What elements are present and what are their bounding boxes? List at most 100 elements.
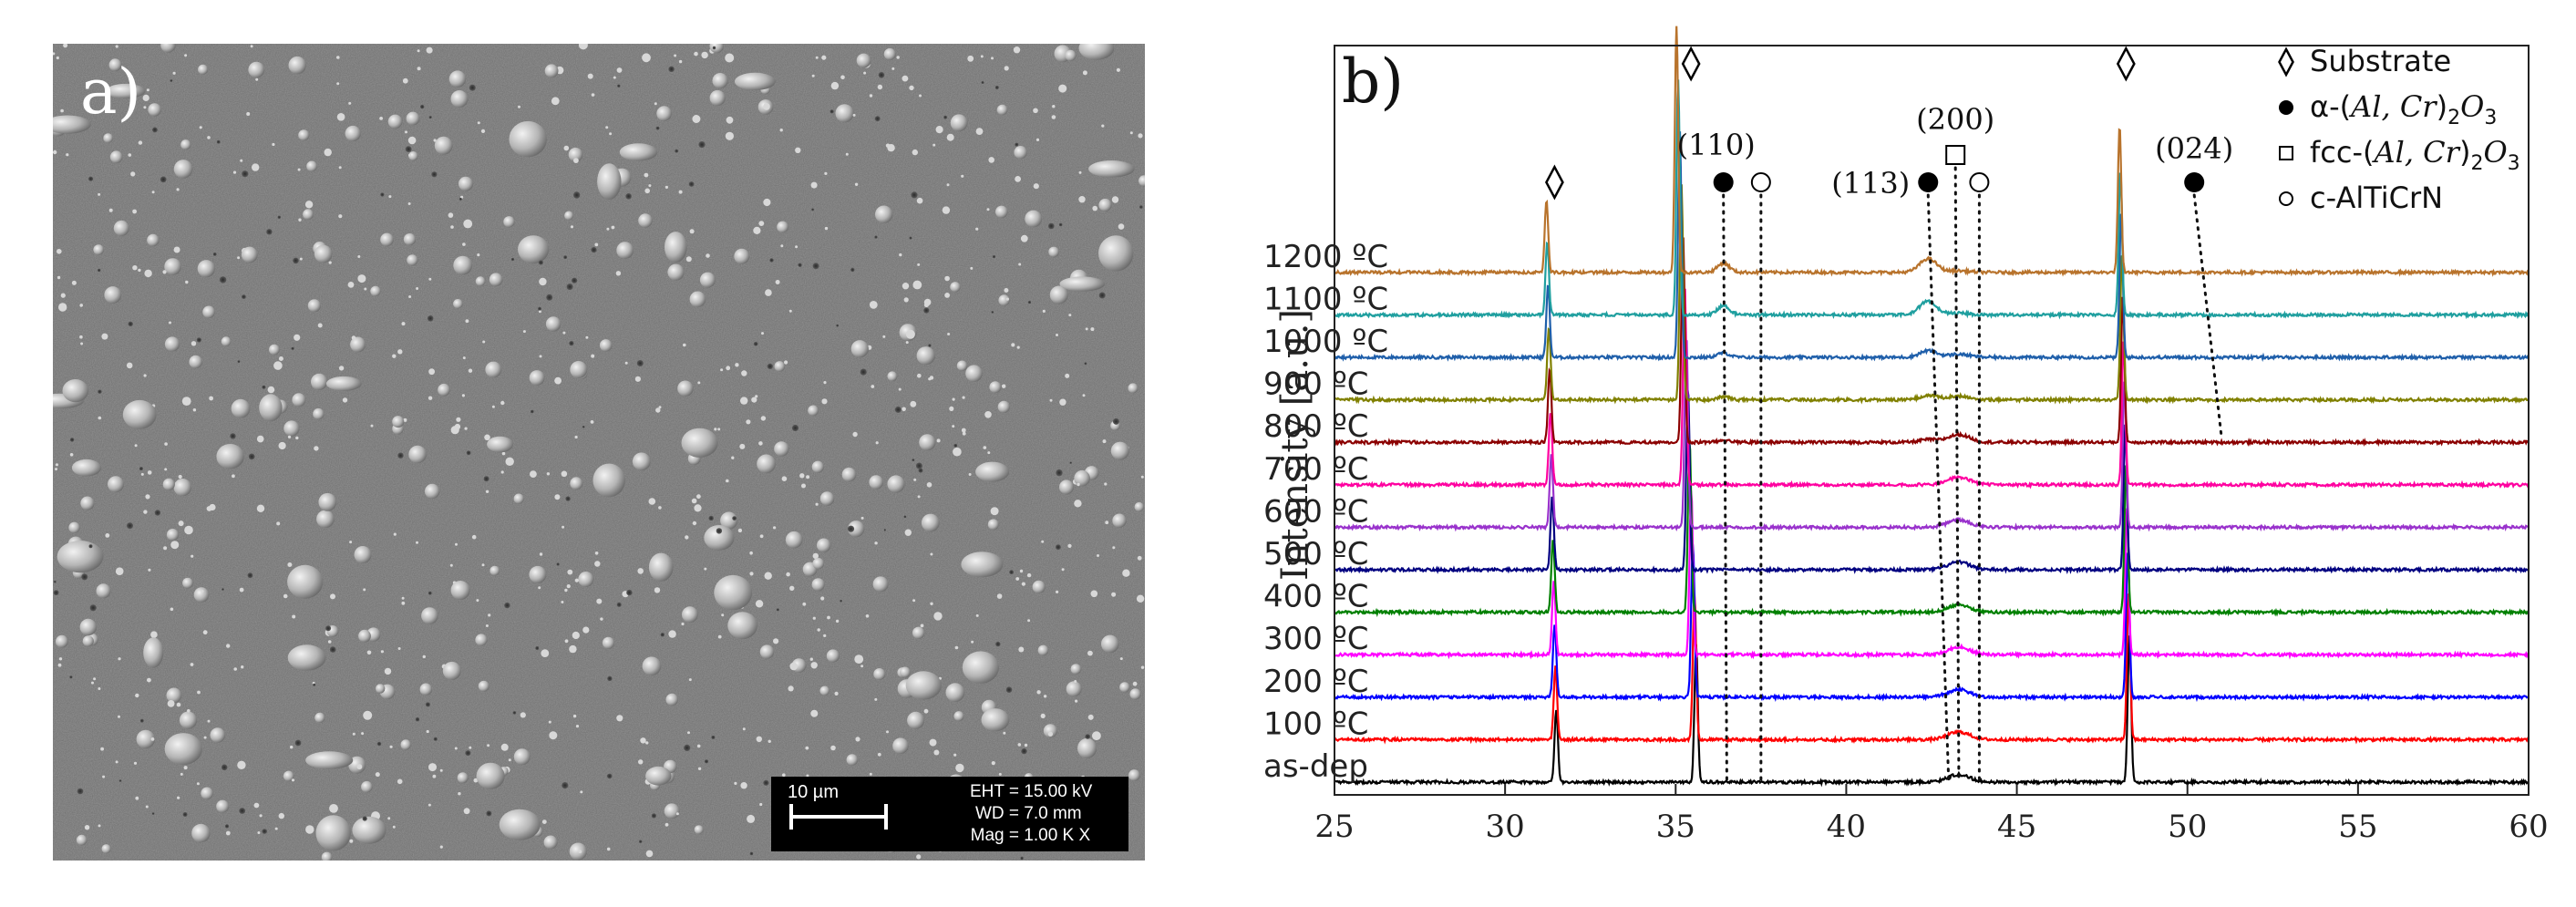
- sem-droplet: [1088, 160, 1135, 178]
- sem-pit: [1098, 292, 1106, 299]
- sem-particle: [1101, 634, 1119, 654]
- sem-particle: [201, 787, 213, 800]
- sem-particle: [1016, 345, 1020, 349]
- diamond-marker: [2278, 46, 2294, 77]
- sem-pit: [428, 116, 432, 119]
- sem-particle: [989, 381, 1002, 394]
- scale-bar: [789, 804, 888, 830]
- sem-pit: [928, 344, 932, 347]
- panel-b-label: b): [1342, 46, 1404, 117]
- sem-particle: [329, 804, 338, 813]
- sem-pit: [566, 283, 573, 291]
- sem-particle: [1140, 665, 1145, 669]
- sem-pit: [668, 66, 675, 72]
- sem-particle: [485, 361, 502, 378]
- sem-particle: [811, 460, 824, 473]
- sem-particle: [910, 400, 917, 407]
- sem-pit: [626, 589, 633, 596]
- sem-particle: [419, 683, 432, 696]
- sem-particle: [962, 431, 966, 436]
- sem-droplet: [305, 751, 354, 769]
- sem-particle: [98, 192, 101, 196]
- sem-particle: [739, 443, 746, 449]
- reflection-label: (113): [1831, 166, 1910, 201]
- sem-particle: [190, 663, 194, 666]
- sem-particle: [1033, 183, 1039, 190]
- sem-particle: [896, 56, 900, 59]
- sem-particle: [1101, 124, 1105, 128]
- sem-particle: [425, 483, 440, 500]
- sem-particle: [463, 808, 470, 815]
- sem-particle: [408, 151, 418, 161]
- sem-particle: [55, 468, 57, 471]
- sem-particle: [1059, 479, 1074, 495]
- sem-particle: [278, 441, 286, 450]
- sem-droplet: [164, 733, 202, 766]
- sem-particle: [363, 588, 366, 592]
- sem-particle: [520, 712, 526, 718]
- sem-particle: [407, 254, 418, 266]
- sem-particle: [725, 131, 735, 140]
- sem-particle: [773, 638, 779, 644]
- sem-particle: [232, 474, 235, 479]
- legend: Substrate α-(Al, Cr)2O3 fcc-(Al, Cr)2O3 c-A…: [2278, 44, 2520, 215]
- sem-particle: [397, 647, 401, 650]
- sem-particle: [232, 170, 237, 174]
- sem-pit: [230, 433, 236, 439]
- sem-particle: [815, 56, 819, 59]
- sem-particle: [1138, 133, 1143, 139]
- sem-particle: [101, 333, 108, 340]
- sem-particle: [269, 344, 280, 356]
- sem-particle: [298, 218, 302, 222]
- sem-droplet: [665, 232, 687, 263]
- sem-particle: [178, 474, 182, 479]
- sem-particle: [953, 447, 962, 457]
- sem-pit: [994, 86, 999, 89]
- sem-particle: [513, 748, 531, 766]
- sem-particle: [539, 355, 542, 358]
- sem-particle: [370, 424, 374, 428]
- sem-particle: [821, 398, 828, 405]
- sem-particle: [1051, 115, 1056, 119]
- sem-pit: [850, 267, 855, 273]
- sem-particle: [274, 827, 278, 830]
- sem-pit: [625, 193, 632, 200]
- sem-particle: [1020, 234, 1028, 242]
- sem-particle: [356, 764, 363, 770]
- sem-particle: [564, 211, 574, 221]
- sem-particle: [150, 631, 158, 638]
- legend-entry: α-(Al, Cr)2O3: [2310, 89, 2497, 129]
- sem-particle: [207, 136, 211, 139]
- sem-particle: [823, 634, 827, 638]
- sem-particle: [456, 417, 461, 422]
- sem-particle: [1074, 680, 1077, 683]
- sem-particle: [616, 67, 623, 73]
- sem-particle: [962, 396, 965, 399]
- sem-particle: [482, 340, 486, 344]
- sem-particle: [697, 767, 702, 770]
- sem-pit: [675, 149, 679, 153]
- sem-particle: [667, 263, 685, 281]
- sem-pit: [767, 363, 773, 369]
- sem-particle: [640, 737, 646, 744]
- sem-pit: [563, 255, 568, 260]
- sem-pit: [894, 406, 902, 413]
- sem-particle: [854, 654, 864, 664]
- sem-particle: [562, 331, 566, 335]
- sem-pit: [128, 321, 133, 327]
- sem-particle: [145, 494, 150, 500]
- sem-droplet: [962, 651, 999, 684]
- sem-particle: [143, 106, 147, 109]
- sem-particle: [788, 685, 794, 692]
- sem-droplet: [487, 436, 514, 453]
- sem-particle: [147, 470, 152, 475]
- sem-particle: [856, 53, 871, 68]
- sem-particle: [210, 727, 226, 743]
- sem-droplet: [216, 444, 244, 469]
- sem-pit: [262, 829, 267, 834]
- sem-particle: [566, 584, 571, 589]
- sem-particle: [518, 105, 520, 108]
- sem-particle: [432, 774, 437, 778]
- sem-pit: [546, 294, 553, 301]
- sem-pit: [651, 813, 657, 819]
